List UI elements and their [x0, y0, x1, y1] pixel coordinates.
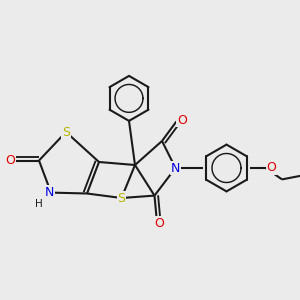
Text: O: O — [155, 217, 164, 230]
Text: O: O — [267, 161, 276, 174]
Text: H: H — [34, 199, 42, 209]
Text: N: N — [45, 186, 54, 199]
Text: S: S — [62, 125, 70, 139]
Text: S: S — [118, 191, 125, 205]
Text: N: N — [171, 161, 180, 175]
Text: O: O — [5, 154, 15, 167]
Text: O: O — [177, 113, 187, 127]
